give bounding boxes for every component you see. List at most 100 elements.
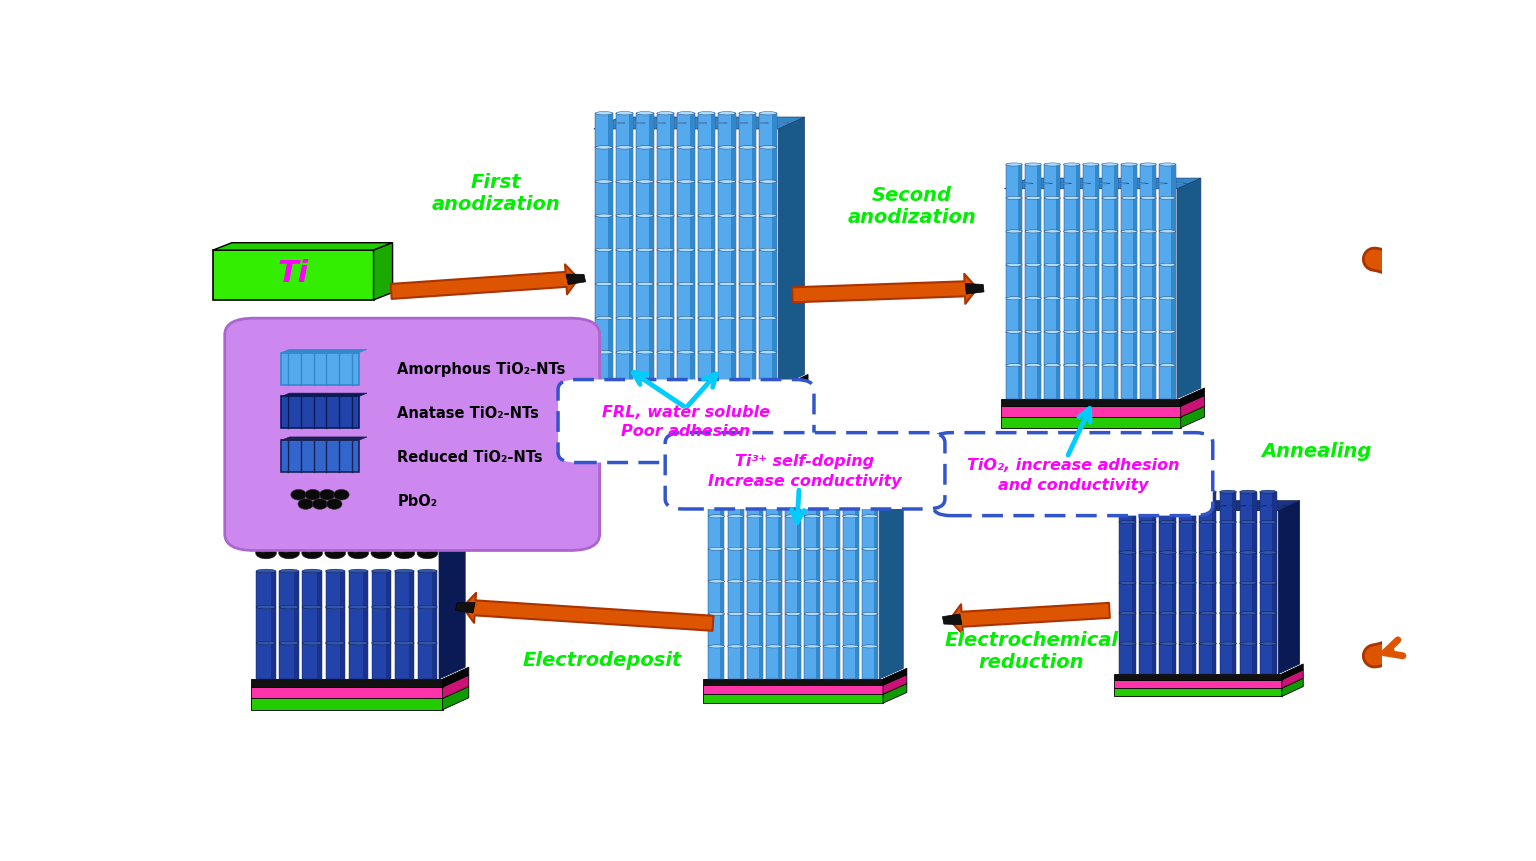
Ellipse shape [657,249,674,252]
Bar [1057,332,1060,366]
Ellipse shape [1006,231,1021,233]
Ellipse shape [1240,521,1256,524]
Polygon shape [281,350,367,353]
Bar [650,148,654,183]
Ellipse shape [1160,364,1175,368]
Bar [1200,553,1217,583]
Bar [1212,583,1217,614]
Bar [711,216,716,251]
Polygon shape [1181,388,1204,406]
Bar [1260,583,1276,614]
Ellipse shape [805,645,820,648]
Ellipse shape [395,511,415,523]
Bar [636,115,654,148]
Ellipse shape [1272,505,1287,506]
Bar [816,517,820,549]
Bar [708,582,725,614]
Bar [628,251,633,285]
Ellipse shape [1140,364,1157,368]
Bar [1114,332,1118,366]
Bar [608,319,613,353]
Ellipse shape [1240,642,1256,646]
Ellipse shape [691,123,707,124]
Bar [836,582,840,614]
Ellipse shape [1140,197,1157,201]
Bar [409,572,415,607]
Bar [1172,165,1175,199]
Ellipse shape [697,351,716,355]
Bar [636,148,654,183]
Bar [697,319,716,353]
Polygon shape [1283,670,1303,688]
Bar [1101,332,1118,366]
Ellipse shape [1220,642,1236,646]
Ellipse shape [1121,197,1137,201]
Bar [596,183,613,216]
Bar [1140,644,1157,674]
Bar [1160,644,1177,674]
Ellipse shape [1101,364,1118,368]
Ellipse shape [1101,197,1118,201]
Bar [1095,299,1098,332]
Ellipse shape [1083,364,1098,368]
Ellipse shape [260,514,266,517]
Polygon shape [439,446,465,679]
Ellipse shape [616,113,633,115]
Bar [1192,523,1197,553]
Polygon shape [442,675,468,698]
Bar [843,647,859,679]
Bar [1037,165,1041,199]
Bar [854,517,859,549]
Ellipse shape [1220,521,1236,524]
Bar [731,251,736,285]
Bar [728,614,743,647]
Ellipse shape [636,146,654,150]
Ellipse shape [805,612,820,616]
Bar [751,216,756,251]
Ellipse shape [1240,581,1256,585]
Ellipse shape [1220,551,1236,554]
Ellipse shape [1025,331,1041,334]
Ellipse shape [862,548,879,551]
Polygon shape [883,684,906,703]
Bar [740,484,743,517]
Bar [731,115,736,148]
Bar [797,549,802,582]
Ellipse shape [1130,505,1146,506]
Bar [1134,199,1137,232]
Ellipse shape [759,214,777,218]
Ellipse shape [805,483,820,486]
Bar [1172,299,1175,332]
Bar [1120,492,1137,523]
Bar [785,614,802,647]
Bar [805,614,820,647]
Bar [293,643,300,679]
Ellipse shape [677,249,694,252]
Ellipse shape [1006,331,1021,334]
Bar [690,319,694,353]
Bar [657,251,674,285]
Bar [281,397,358,429]
Bar [785,517,802,549]
Ellipse shape [596,214,613,218]
Bar [1152,299,1157,332]
Ellipse shape [677,351,694,355]
Bar [708,484,725,517]
Ellipse shape [349,548,369,559]
Ellipse shape [823,483,840,486]
Bar [1192,583,1197,614]
Bar [1152,265,1157,299]
Bar [773,285,777,319]
Ellipse shape [372,475,392,487]
Bar [805,484,820,517]
Bar [739,319,756,353]
Bar [697,115,716,148]
Bar [339,572,346,607]
Bar [711,148,716,183]
Bar [759,216,777,251]
Bar [1132,614,1137,644]
Bar [1152,614,1157,644]
Bar [657,285,674,319]
Bar [690,285,694,319]
Bar [677,251,694,285]
